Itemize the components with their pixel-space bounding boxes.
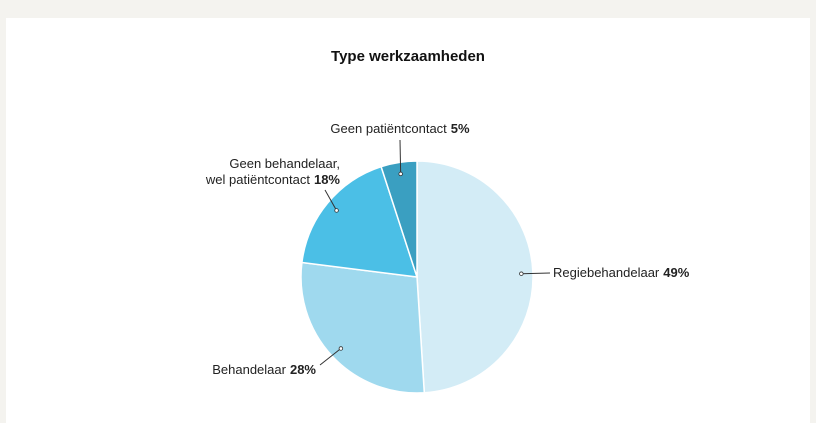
category-label: Behandelaar (212, 362, 286, 377)
pie-slice (300, 261, 426, 394)
category-label: Geen patiëntcontact (330, 121, 447, 136)
slice-label: Geen patiëntcontact 5% (300, 121, 500, 137)
pie-slice (380, 160, 418, 278)
leader-dot (519, 271, 524, 276)
leader-line (399, 139, 402, 174)
value-label: 5% (450, 121, 470, 136)
chart-title: Type werkzaamheden (331, 48, 485, 65)
leader-dot (338, 346, 344, 351)
leader-line (319, 348, 342, 366)
category-label: Geen behandelaar, wel patiëntcontact (205, 156, 340, 187)
value-label: 28% (289, 362, 316, 377)
value-label: 18% (313, 172, 340, 187)
slice-label: Regiebehandelaar 49% (553, 265, 689, 281)
slice-label: Geen behandelaar, wel patiëntcontact 18% (206, 156, 340, 188)
leader-line (521, 272, 551, 275)
leader-dot (334, 208, 339, 213)
leader-dot (398, 171, 403, 177)
slice-label: Behandelaar 28% (212, 362, 316, 378)
category-label: Regiebehandelaar (553, 265, 660, 280)
pie-slice (416, 160, 534, 394)
leader-line (324, 189, 337, 211)
pie-slice (301, 165, 419, 278)
value-label: 49% (663, 265, 690, 280)
